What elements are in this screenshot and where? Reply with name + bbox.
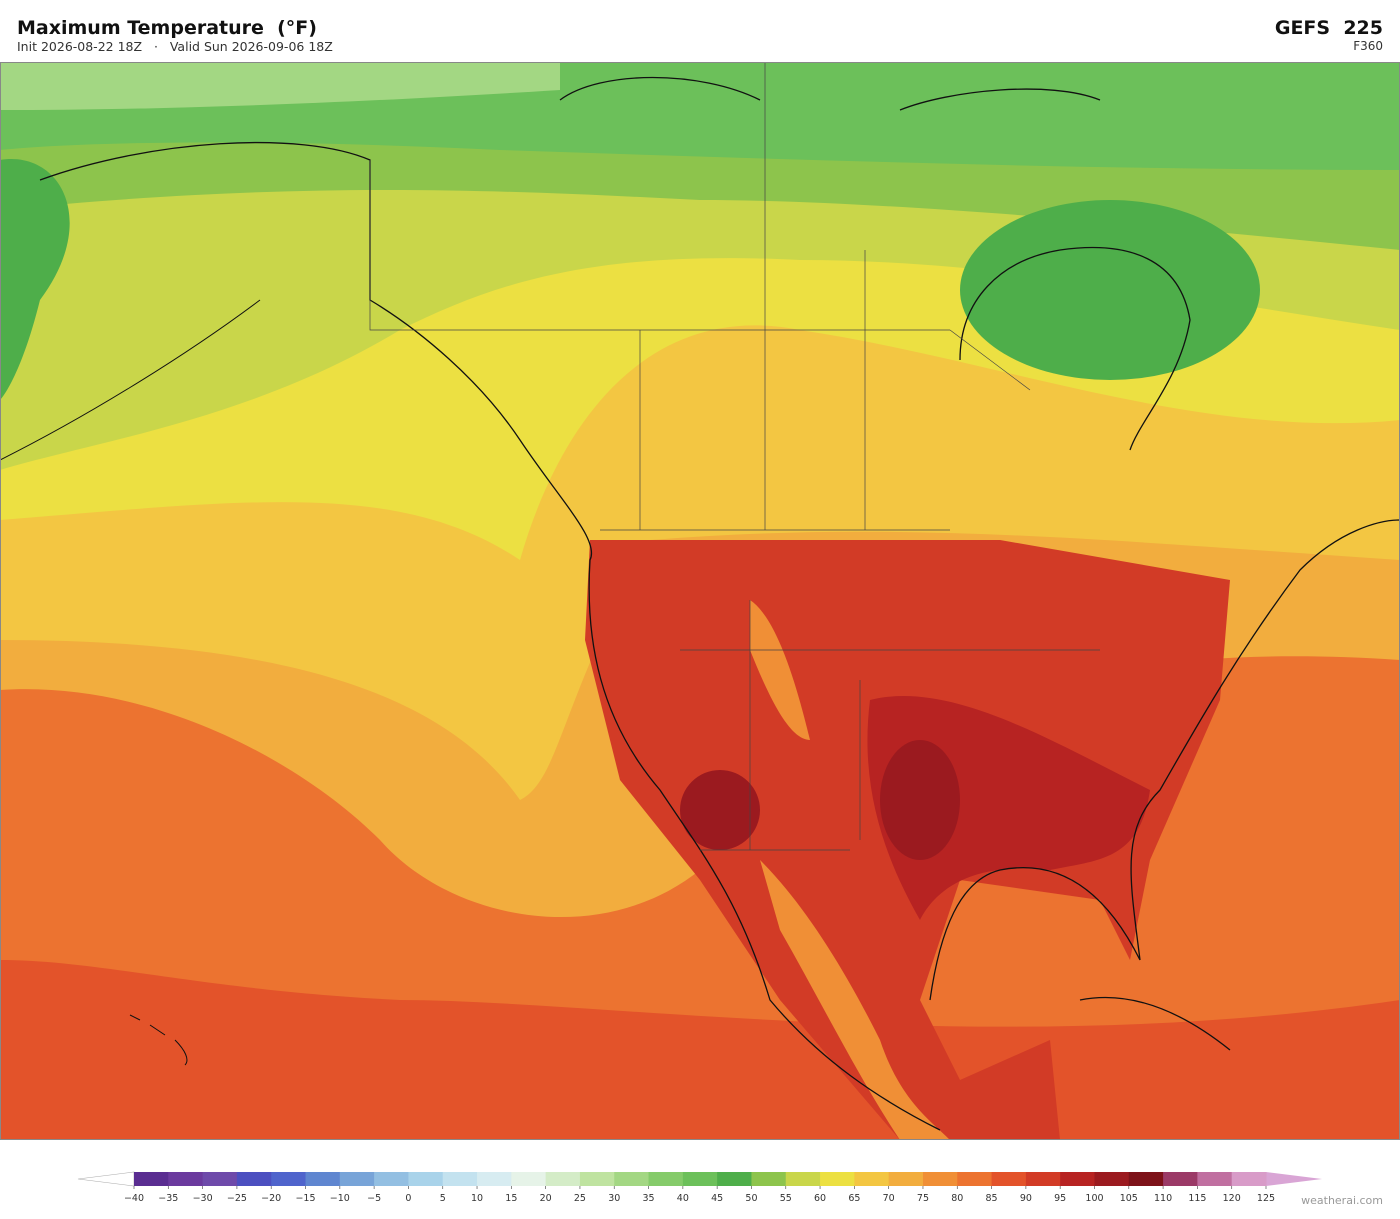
colorbar-bin [545, 1172, 581, 1186]
colorbar-tick-label: −5 [367, 1193, 381, 1204]
colorbar-over [1266, 1172, 1322, 1186]
colorbar-tick-label: 65 [848, 1193, 860, 1204]
colorbar-bin [717, 1172, 752, 1186]
colorbar-tick-label: −10 [330, 1193, 350, 1204]
colorbar-bin [168, 1172, 204, 1186]
colorbar-bin [1231, 1172, 1267, 1186]
colorbar-tick-label: 5 [440, 1193, 446, 1204]
colorbar-bin [511, 1172, 547, 1186]
colorbar-tick-label: 0 [405, 1193, 411, 1204]
colorbar-tick-label: 40 [677, 1193, 689, 1204]
colorbar-tick-label: −20 [261, 1193, 281, 1204]
colorbar-bin [408, 1172, 444, 1186]
colorbar-bin [682, 1172, 718, 1186]
colorbar-bin [1128, 1172, 1164, 1186]
colorbar-tick-label: 10 [471, 1193, 483, 1204]
colorbar-tick-label: 115 [1188, 1193, 1206, 1204]
colorbar-tick-label: −40 [124, 1193, 144, 1204]
subtitle: Init 2026-08-22 18Z · Valid Sun 2026-09-… [17, 39, 333, 54]
colorbar-bin [1094, 1172, 1130, 1186]
colorbar-bin [991, 1172, 1027, 1186]
colorbar-tick-label: 85 [986, 1193, 998, 1204]
colorbar-tick-label: −30 [193, 1193, 213, 1204]
colorbar-bin [1197, 1172, 1233, 1186]
colorbar-bin [579, 1172, 615, 1186]
colorbar-tick-label: 125 [1257, 1193, 1275, 1204]
watermark: weatherai.com [1301, 1194, 1383, 1207]
colorbar-bin [134, 1172, 169, 1186]
map [0, 62, 1400, 1140]
colorbar-bin [888, 1172, 924, 1186]
title: Maximum Temperature (°F) [17, 17, 317, 39]
colorbar-under [77, 1171, 135, 1187]
colorbar-tick-label: 50 [745, 1193, 757, 1204]
colorbar-bin [1060, 1172, 1095, 1186]
colorbar-tick-label: 25 [574, 1193, 586, 1204]
colorbar-bin [854, 1172, 890, 1186]
colorbar-tick-label: 30 [608, 1193, 620, 1204]
colorbar-tick-label: 15 [505, 1193, 517, 1204]
colorbar-bin [751, 1172, 787, 1186]
colorbar-tick-label: 60 [814, 1193, 826, 1204]
colorbar-tick-label: 120 [1223, 1193, 1241, 1204]
colorbar-bin [236, 1172, 272, 1186]
colorbar-tick-label: −15 [295, 1193, 315, 1204]
colorbar-bin [1163, 1172, 1198, 1186]
colorbar-tick-label: 70 [883, 1193, 895, 1204]
colorbar-tick-label: 20 [540, 1193, 552, 1204]
colorbar-bin [614, 1172, 650, 1186]
colorbar-bin [785, 1172, 821, 1186]
colorbar-tick-label: 80 [951, 1193, 963, 1204]
colorbar-tick-label: 75 [917, 1193, 929, 1204]
colorbar-bin [957, 1172, 993, 1186]
colorbar: −40 −35 −30 −25 −20 −15 −10 −5 0 5 10 15 20 25 30 35 40 4… [77, 1171, 1322, 1204]
colorbar-tick-label: 55 [780, 1193, 792, 1204]
colorbar-tick-label: 105 [1120, 1193, 1138, 1204]
colorbar-bin [339, 1172, 375, 1186]
colorbar-bin [305, 1172, 341, 1186]
colorbar-bin [477, 1172, 512, 1186]
colorbar-bin [442, 1172, 478, 1186]
colorbar-bin [271, 1172, 307, 1186]
colorbar-tick-label: 90 [1020, 1193, 1032, 1204]
forecast-hour: F360 [1353, 39, 1383, 53]
colorbar-bin [922, 1172, 958, 1186]
colorbar-tick-label: 95 [1054, 1193, 1066, 1204]
colorbar-bin [202, 1172, 238, 1186]
colorbar-tick-label: 35 [642, 1193, 654, 1204]
colorbar-bin [820, 1172, 855, 1186]
colorbar-tick-label: 110 [1154, 1193, 1172, 1204]
colorbar-tick-label: −25 [227, 1193, 247, 1204]
colorbar-tick-label: 100 [1085, 1193, 1103, 1204]
colorbar-tick-label: −35 [158, 1193, 178, 1204]
colorbar-bin [1025, 1172, 1061, 1186]
colorbar-bin [648, 1172, 684, 1186]
colorbar-tick-label: 45 [711, 1193, 723, 1204]
model-label: GEFS 225 [1275, 17, 1383, 39]
colorbar-bin [374, 1172, 409, 1186]
